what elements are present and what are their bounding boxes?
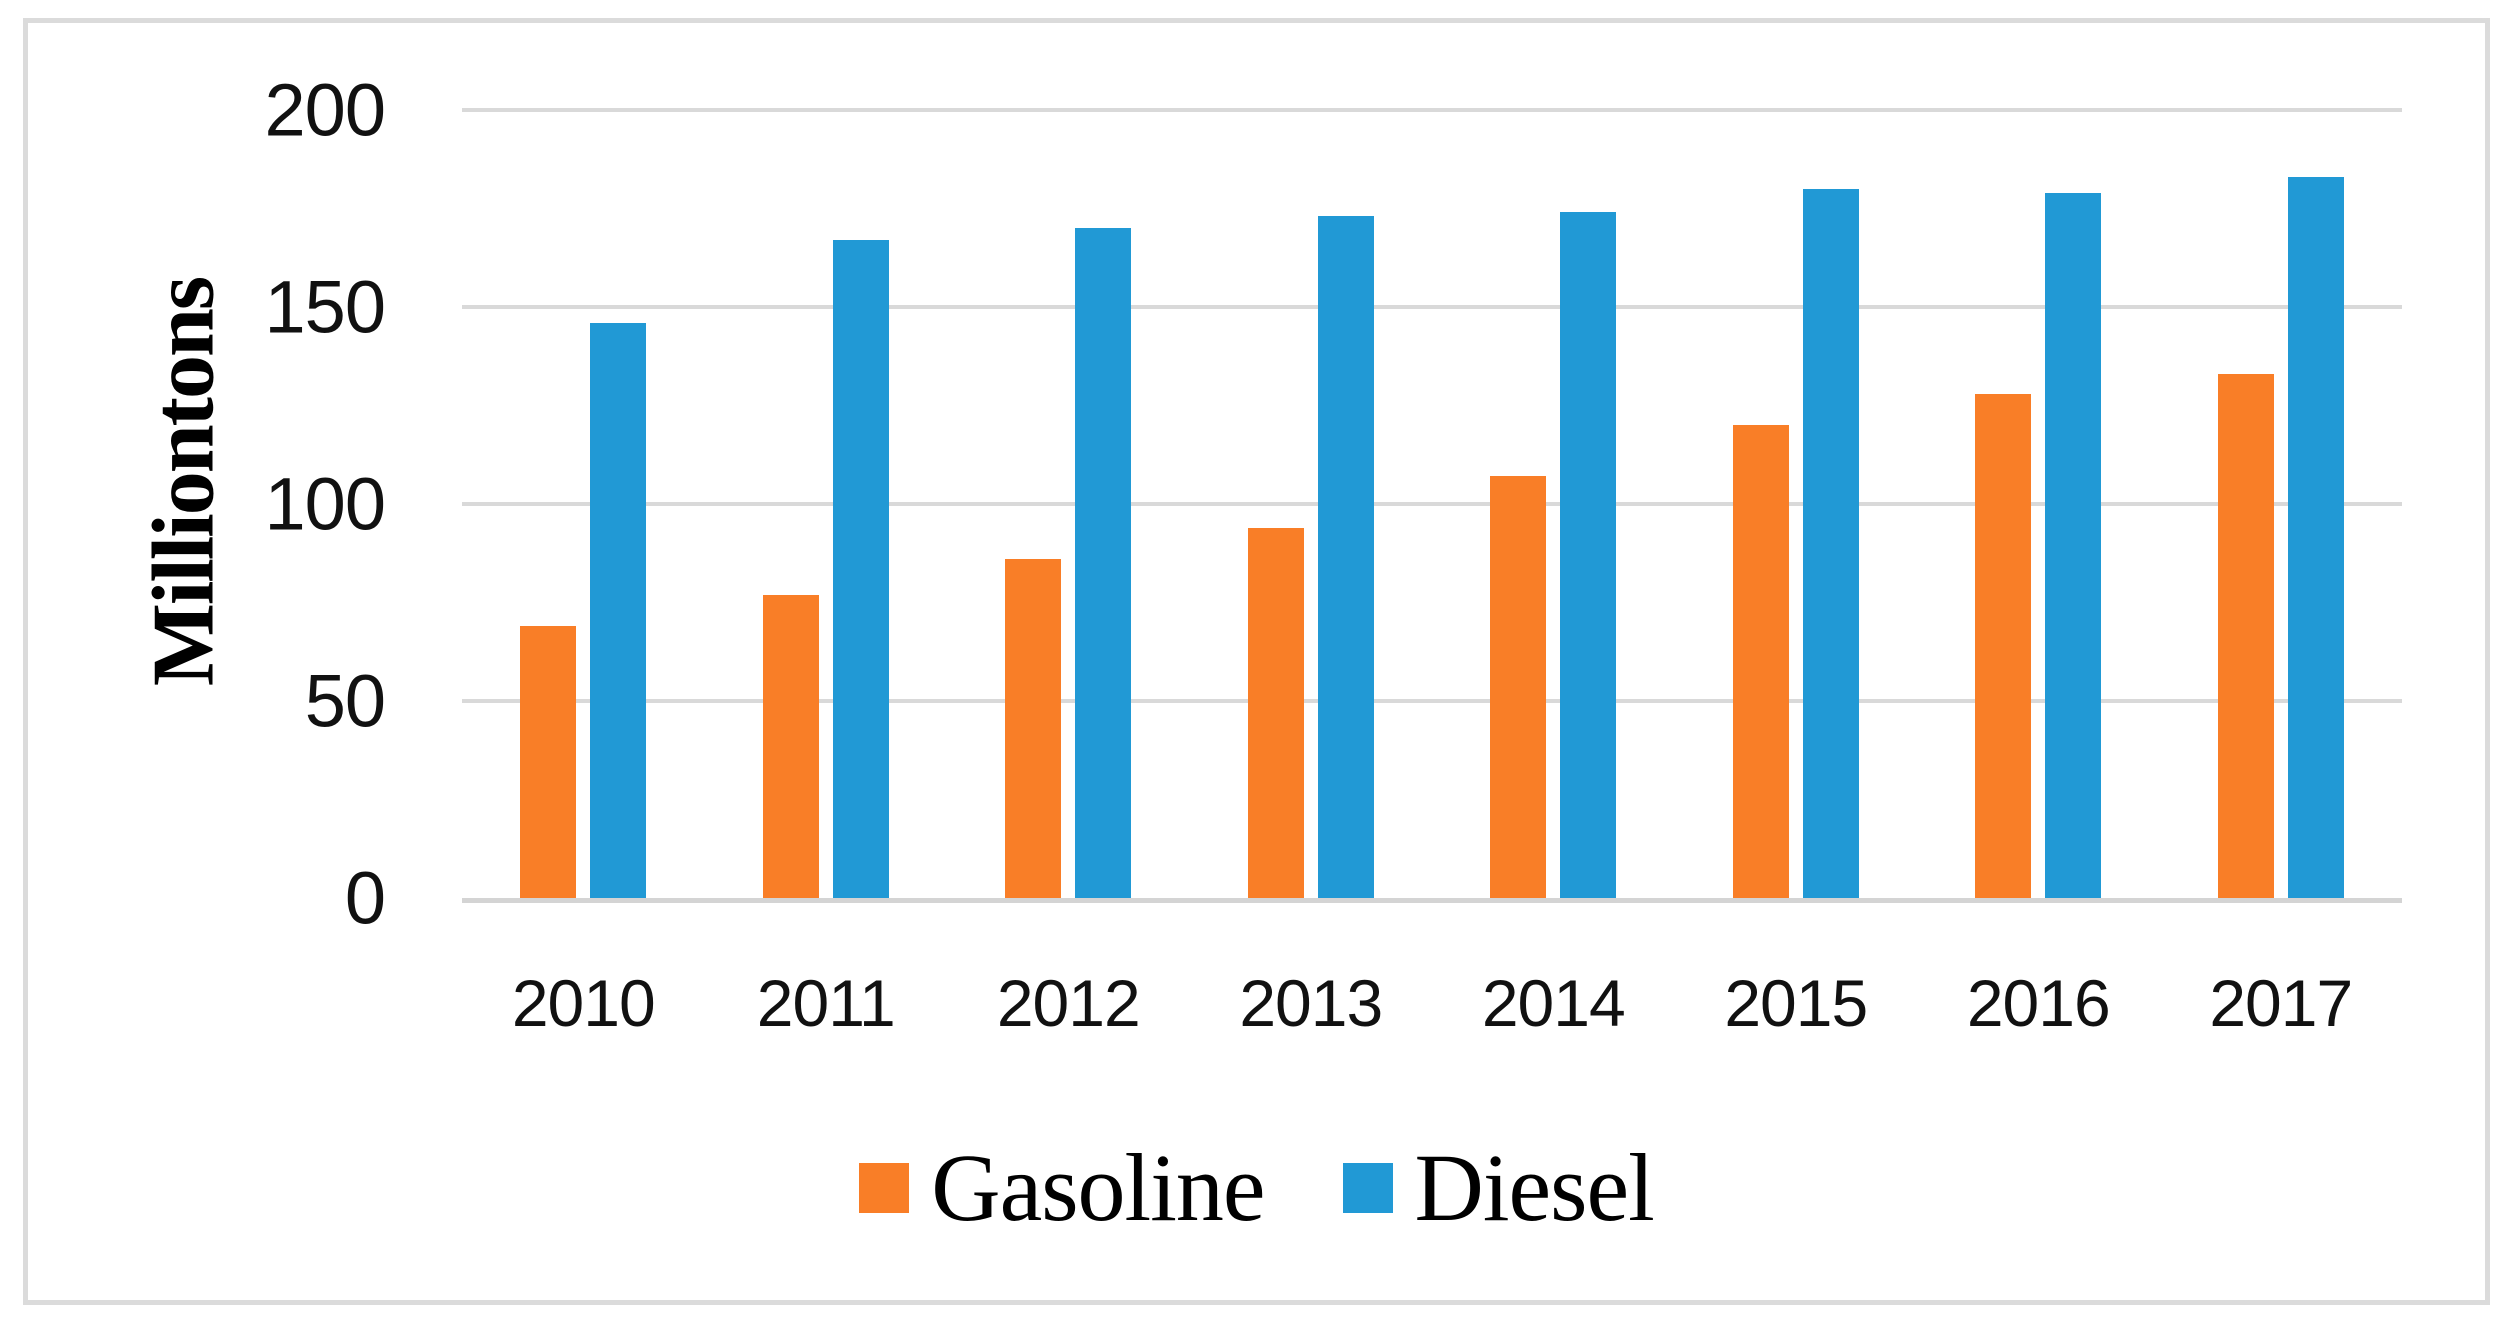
bar-diesel-2010 bbox=[590, 323, 647, 898]
legend-swatch-diesel bbox=[1342, 1163, 1393, 1213]
bar-gasoline-2014 bbox=[1490, 476, 1547, 898]
x-tick-label-2010: 2010 bbox=[511, 966, 656, 1040]
x-tick-label-2012: 2012 bbox=[996, 966, 1141, 1040]
gridline-y-100 bbox=[462, 502, 2402, 506]
x-tick-label-2014: 2014 bbox=[1481, 966, 1626, 1040]
bar-diesel-2016 bbox=[2045, 193, 2102, 898]
legend-swatch-gasoline bbox=[859, 1163, 910, 1213]
x-axis-line bbox=[462, 898, 2402, 903]
bar-gasoline-2017 bbox=[2217, 374, 2274, 898]
bar-gasoline-2011 bbox=[762, 595, 819, 898]
bar-diesel-2013 bbox=[1317, 216, 1374, 898]
bar-diesel-2015 bbox=[1802, 189, 1859, 898]
x-tick-label-2016: 2016 bbox=[1966, 966, 2111, 1040]
gridline-y-150 bbox=[462, 305, 2402, 309]
legend-item-gasoline: Gasoline bbox=[859, 1134, 1266, 1241]
x-tick-label-2011: 2011 bbox=[756, 966, 896, 1040]
bar-diesel-2017 bbox=[2287, 177, 2344, 898]
bar-diesel-2011 bbox=[832, 240, 889, 898]
y-tick-label-100: 100 bbox=[264, 462, 386, 546]
gridline-y-200 bbox=[462, 108, 2402, 112]
y-tick-label-0: 0 bbox=[344, 856, 386, 940]
y-tick-label-50: 50 bbox=[304, 659, 386, 743]
bar-gasoline-2016 bbox=[1975, 394, 2032, 898]
bar-gasoline-2010 bbox=[520, 626, 577, 898]
x-tick-label-2015: 2015 bbox=[1724, 966, 1868, 1040]
bar-diesel-2014 bbox=[1560, 212, 1617, 898]
bar-gasoline-2012 bbox=[1005, 559, 1062, 898]
y-tick-label-150: 150 bbox=[264, 265, 386, 349]
y-tick-label-200: 200 bbox=[264, 68, 386, 152]
gridline-y-50 bbox=[462, 699, 2402, 703]
bar-gasoline-2013 bbox=[1247, 528, 1304, 898]
x-tick-label-2017: 2017 bbox=[2209, 966, 2353, 1040]
legend-label-diesel: Diesel bbox=[1414, 1134, 1655, 1241]
x-tick-label-2013: 2013 bbox=[1239, 966, 1383, 1040]
legend-label-gasoline: Gasoline bbox=[931, 1134, 1265, 1241]
bar-diesel-2012 bbox=[1075, 228, 1132, 898]
bar-gasoline-2015 bbox=[1732, 425, 1789, 898]
legend: Gasoline Diesel bbox=[23, 1140, 2490, 1236]
legend-item-diesel: Diesel bbox=[1342, 1134, 1655, 1241]
